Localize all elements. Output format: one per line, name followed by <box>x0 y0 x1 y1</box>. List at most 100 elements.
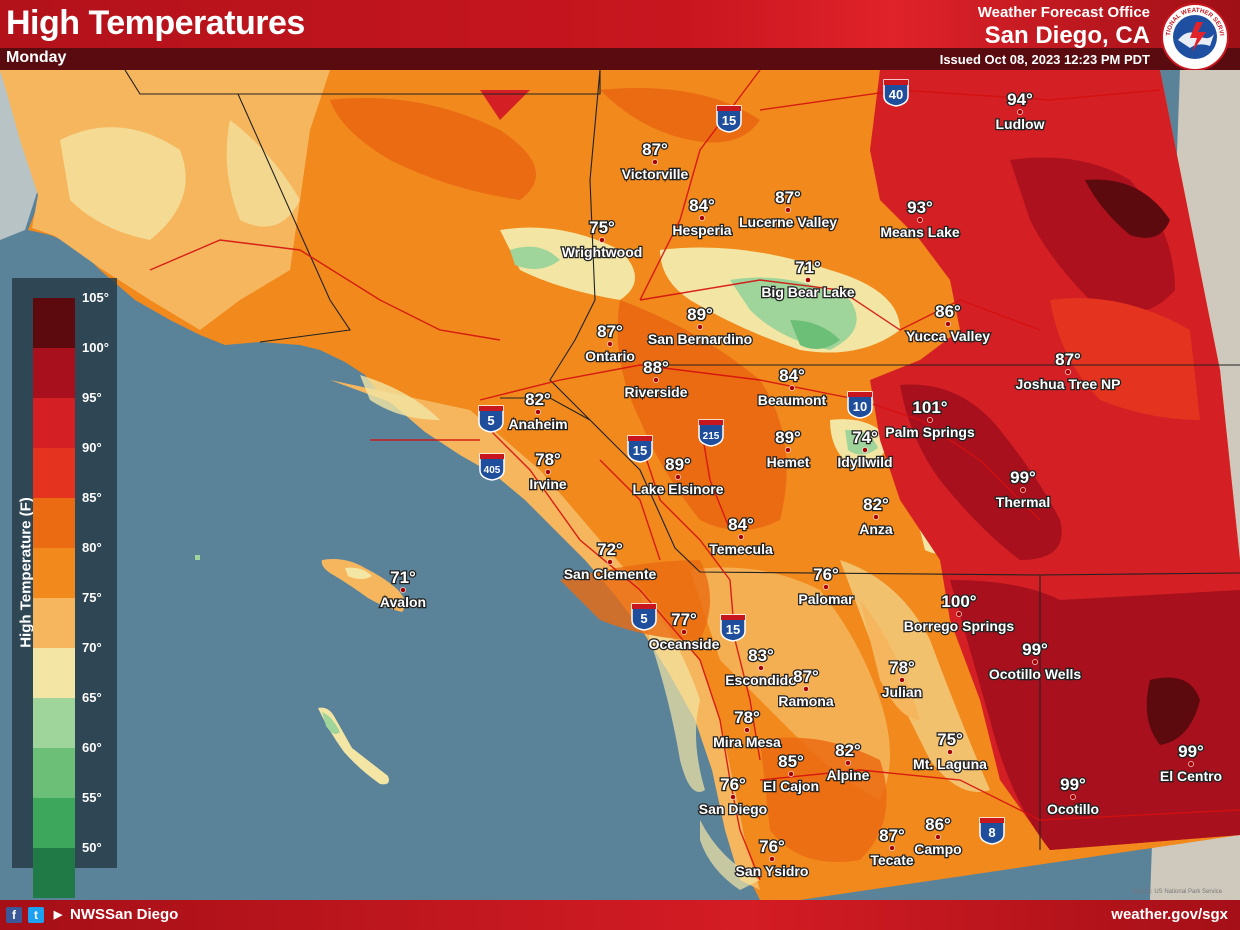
city-dot <box>681 629 687 635</box>
city-marker: 86° Yucca Valley <box>905 301 992 346</box>
city-marker: 84° Temecula <box>708 514 774 559</box>
city-temperature: 88° <box>643 358 669 377</box>
facebook-icon[interactable]: f <box>6 907 22 923</box>
city-dot <box>738 534 744 540</box>
city-dot <box>785 447 791 453</box>
legend-label: 95° <box>82 390 102 405</box>
city-temperature: 84° <box>689 196 715 215</box>
city-temperature: 94° <box>1007 90 1033 109</box>
city-dot <box>873 514 879 520</box>
city-temperature: 87° <box>642 140 668 159</box>
city-temperature: 71° <box>795 258 821 277</box>
city-name: San Clemente <box>564 566 657 582</box>
interstate-number: 405 <box>484 465 501 476</box>
city-name: San Ysidro <box>736 863 809 879</box>
city-name: Ocotillo Wells <box>989 666 1082 682</box>
legend-label: 85° <box>82 490 102 505</box>
social-handle[interactable]: NWSSan Diego <box>70 906 179 923</box>
city-dot <box>599 237 605 243</box>
youtube-icon[interactable]: ▶ <box>53 909 63 921</box>
website-link[interactable]: weather.gov/sgx <box>1111 906 1228 923</box>
city-marker: 82° Anaheim <box>507 389 569 434</box>
city-name: Lake Elsinore <box>632 481 723 497</box>
legend-swatch <box>33 298 75 348</box>
city-name: Hemet <box>767 454 810 470</box>
city-temperature: 99° <box>1022 640 1048 659</box>
city-name: Hesperia <box>672 222 731 238</box>
footer-bar: f t ▶ NWSSan Diego weather.gov/sgx <box>0 900 1240 930</box>
legend-label: 65° <box>82 690 102 705</box>
interstate-number: 215 <box>703 431 720 442</box>
city-temperature: 78° <box>734 708 760 727</box>
interstate-shield-icon: 5 <box>478 405 504 433</box>
city-temperature: 82° <box>525 390 551 409</box>
city-temperature: 82° <box>863 495 889 514</box>
city-dot <box>945 321 951 327</box>
interstate-number: 15 <box>633 443 647 458</box>
office-label: Weather Forecast Office <box>977 4 1150 21</box>
road-network <box>149 70 1240 881</box>
legend-label: 50° <box>82 840 102 855</box>
legend-swatch <box>33 698 75 748</box>
city-dot <box>927 417 933 423</box>
city-marker: 87° Ramona <box>777 666 835 711</box>
legend-swatch <box>33 648 75 698</box>
city-temperature: 76° <box>813 565 839 584</box>
city-temperature: 93° <box>907 198 933 217</box>
interstate-shield-icon: 405 <box>479 453 505 481</box>
city-name: Idyllwild <box>837 454 892 470</box>
city-name: Oceanside <box>649 636 720 652</box>
city-temperature: 76° <box>759 837 785 856</box>
city-name: Joshua Tree NP <box>1015 376 1120 392</box>
legend-swatch <box>33 548 75 598</box>
city-temperature: 78° <box>889 658 915 677</box>
city-marker: 84° Hesperia <box>671 195 733 240</box>
city-marker: 89° Lake Elsinore <box>631 454 725 499</box>
city-name: El Centro <box>1160 768 1222 784</box>
city-dot <box>947 749 953 755</box>
city-marker: 99° Ocotillo <box>1046 774 1101 819</box>
city-dot <box>697 324 703 330</box>
city-name: Temecula <box>709 541 773 557</box>
city-temperature: 87° <box>597 322 623 341</box>
city-temperature: 89° <box>775 428 801 447</box>
city-dot <box>789 385 795 391</box>
city-temperature: 87° <box>879 826 905 845</box>
city-marker: 74° Idyllwild <box>836 427 894 472</box>
twitter-icon[interactable]: t <box>28 907 44 923</box>
city-name: Palm Springs <box>885 424 975 440</box>
city-marker: 99° El Centro <box>1159 741 1224 786</box>
interstate-number: 15 <box>726 622 740 637</box>
nws-logo-icon: NATIONAL WEATHER SERVICE <box>1160 2 1229 71</box>
city-dot <box>1070 794 1076 800</box>
city-marker: 89° San Bernardino <box>647 304 754 349</box>
city-temperature: 99° <box>1178 742 1204 761</box>
city-marker: 99° Ocotillo Wells <box>988 639 1083 684</box>
city-dot <box>1188 761 1194 767</box>
city-marker: 89° Hemet <box>765 427 811 472</box>
legend-swatch <box>33 798 75 848</box>
city-name: Palomar <box>798 591 854 607</box>
city-marker: 101° Palm Springs <box>884 397 976 442</box>
issued-time: Issued Oct 08, 2023 12:23 PM PDT <box>939 52 1150 67</box>
city-name: Campo <box>914 841 961 857</box>
city-temperature: 101° <box>912 398 947 417</box>
city-dot <box>1020 487 1026 493</box>
legend-title: High Temperature (F) <box>17 497 35 648</box>
city-dot <box>1065 369 1071 375</box>
city-dot <box>862 447 868 453</box>
city-name: Ramona <box>778 693 833 709</box>
city-name: Means Lake <box>880 224 960 240</box>
city-name: Mt. Laguna <box>913 756 987 772</box>
city-name: El Cajon <box>763 778 819 794</box>
city-temperature: 86° <box>925 815 951 834</box>
city-marker: 72° San Clemente <box>562 539 657 584</box>
city-dot <box>545 469 551 475</box>
city-dot <box>845 760 851 766</box>
legend-label: 100° <box>82 340 109 355</box>
city-dot <box>805 277 811 283</box>
city-dot <box>1032 659 1038 665</box>
city-marker: 78° Mira Mesa <box>712 707 783 752</box>
legend-label: 80° <box>82 540 102 555</box>
city-marker: 86° Campo <box>913 814 963 859</box>
